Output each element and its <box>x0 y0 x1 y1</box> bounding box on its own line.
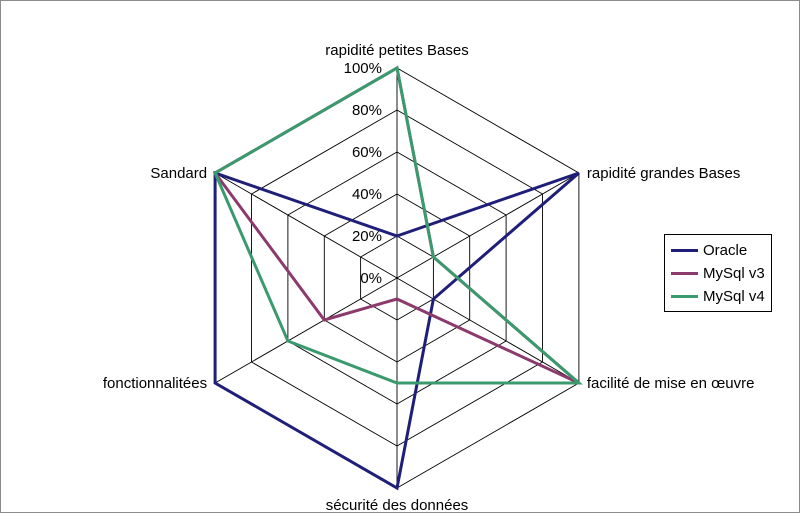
tick-label-2: 40% <box>352 186 382 203</box>
tick-label-1: 20% <box>352 228 382 245</box>
legend-item-oracle: Oracle <box>671 239 765 262</box>
axis-label-rapidite-petites-bases: rapidité petites Bases <box>325 42 468 59</box>
axis-label-sandard: Sandard <box>150 165 207 182</box>
axis-label-fonctionnalitees: fonctionnalitées <box>103 375 207 392</box>
legend-item-mysql-v4: MySql v4 <box>671 285 765 308</box>
spoke-rapidite-grandes-bases <box>396 172 580 279</box>
axis-label-facilite-de-mise-en-uvre: facilité de mise en œuvre <box>587 375 755 392</box>
radar-grid <box>214 67 580 489</box>
tick-label-5: 100% <box>344 60 382 77</box>
axis-labels: rapidité petites Bases rapidité grandes B… <box>103 42 755 514</box>
spoke-facilite-de-mise-en-uvre <box>396 277 580 384</box>
tick-label-4: 80% <box>352 102 382 119</box>
series-mysql-v4 <box>213 65 583 385</box>
legend-label-oracle: Oracle <box>703 242 748 259</box>
legend-swatch-mysql-v3 <box>671 272 698 275</box>
tick-label-0: 0% <box>360 270 382 287</box>
tick-label-3: 60% <box>352 144 382 161</box>
radar-series <box>212 65 583 491</box>
legend-item-mysql-v3: MySql v3 <box>671 262 765 285</box>
legend-label-mysql-v3: MySql v3 <box>703 265 765 282</box>
tick-labels: 0% 20% 40% 60% 80% 100% <box>344 60 382 287</box>
axis-label-securite-des-donnees: sécurité des données <box>326 497 469 514</box>
legend: Oracle MySql v3 MySql v4 <box>664 234 772 312</box>
legend-label-mysql-v4: MySql v4 <box>703 288 765 305</box>
legend-swatch-mysql-v4 <box>671 295 698 298</box>
legend-swatch-oracle <box>671 249 698 252</box>
axis-label-rapidite-grandes-bases: rapidité grandes Bases <box>587 165 740 182</box>
spoke-sandard <box>214 172 398 279</box>
spoke-fonctionnalitees <box>214 277 398 384</box>
